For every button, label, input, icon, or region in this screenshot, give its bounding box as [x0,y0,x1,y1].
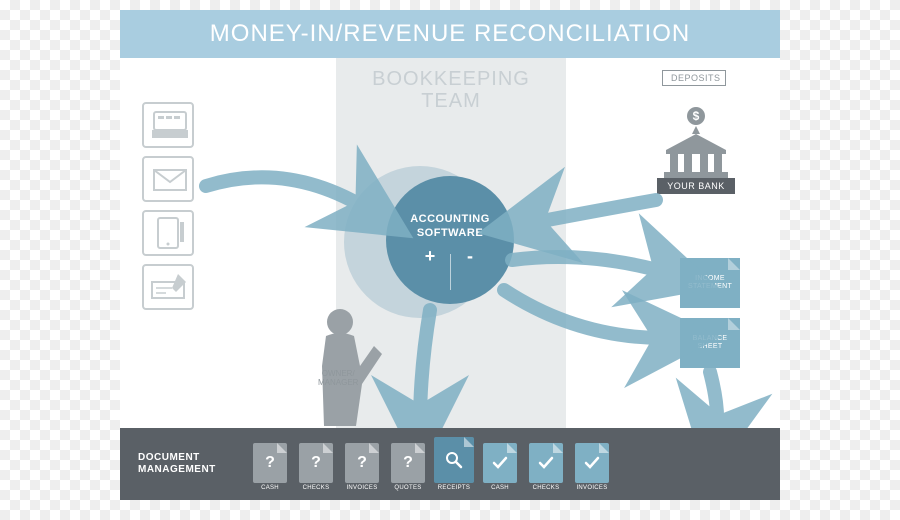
deposits-label: DEPOSITS [671,73,721,83]
doc-invoices-q: ?INVOICES [342,443,382,491]
doc-invoices-ok: INVOICES [572,443,612,491]
income-statement-card: INCOME STATEMENT [680,258,740,308]
minus-symbol: - [461,246,479,267]
dollar-and-bank-icon: $ [656,106,736,178]
doc-checks-q: ?CHECKS [296,443,336,491]
cash-register-icon [142,102,194,148]
check-writing-icon [142,264,194,310]
bookkeeping-title: BOOKKEEPING TEAM [336,68,566,112]
bank-label: YOUR BANK [657,178,735,194]
mail-icon [142,156,194,202]
person-silhouette-icon [312,306,382,426]
source-icons-column [142,102,194,310]
doc-bar-title: DOCUMENT MANAGEMENT [120,452,250,476]
circle-title-l1: ACCOUNTING [410,213,490,226]
circle-title-l2: SOFTWARE [410,227,490,240]
header-title: MONEY-IN/REVENUE RECONCILIATION [210,20,690,48]
person-label: OWNER/ MANAGER [318,370,358,388]
circle-divider [450,254,451,290]
infographic-stage: MONEY-IN/REVENUE RECONCILIATION BOOKKEEP… [120,10,780,500]
balance-sheet-card: BALANCE SHEET [680,318,740,368]
doc-items-row: ?CASH?CHECKS?INVOICES?QUOTESRECEIPTSCASH… [250,437,612,491]
doc-receipts: RECEIPTS [434,437,474,491]
doc-quotes-q: ?QUOTES [388,443,428,491]
doc-cash-ok: CASH [480,443,520,491]
plus-symbol: + [421,246,439,267]
bank-block: $ YOUR BANK [656,106,736,194]
arrow-docs-to-cloud [710,372,717,434]
doc-checks-ok: CHECKS [526,443,566,491]
tablet-icon [142,210,194,256]
document-management-bar: DOCUMENT MANAGEMENT ?CASH?CHECKS?INVOICE… [120,428,780,500]
accounting-circle: ACCOUNTING SOFTWARE + - [386,176,514,304]
svg-text:$: $ [693,109,700,123]
deposits-label-box: DEPOSITS [662,70,726,86]
doc-cash-q: ?CASH [250,443,290,491]
header-bar: MONEY-IN/REVENUE RECONCILIATION [120,10,780,58]
bookkeeping-title-l2: TEAM [336,90,566,112]
bookkeeping-title-l1: BOOKKEEPING [336,68,566,90]
